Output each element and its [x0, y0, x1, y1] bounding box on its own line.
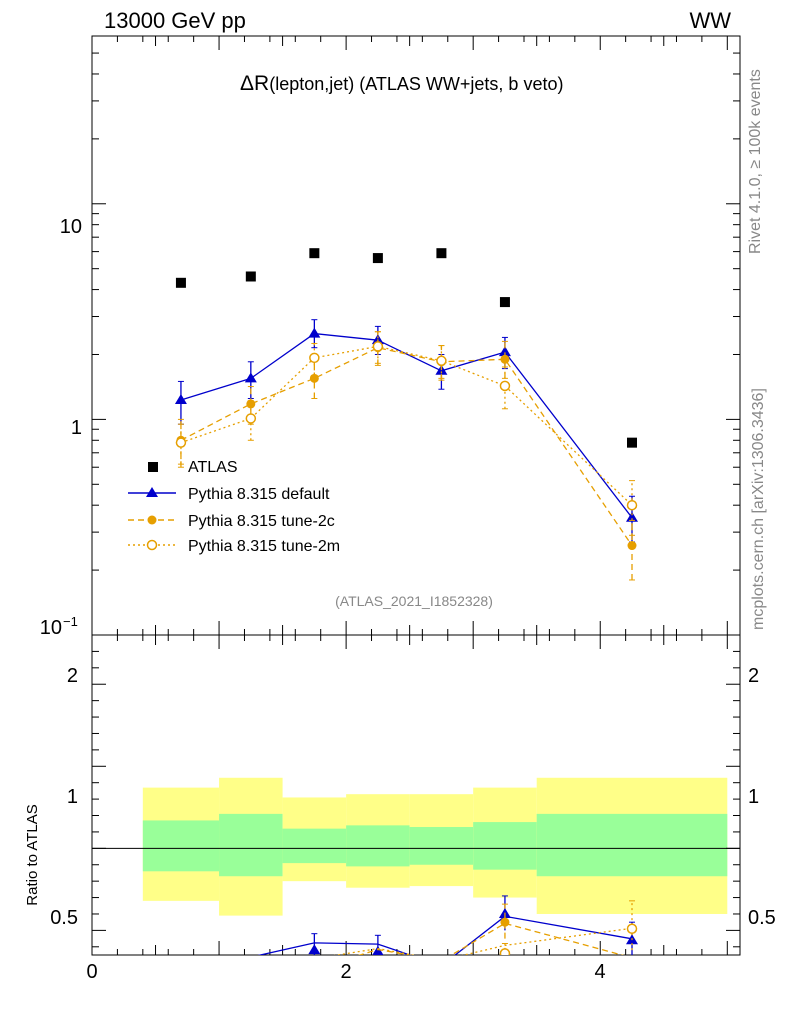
default-ratio-point: [308, 944, 321, 955]
default-point: [244, 372, 257, 383]
atlas-point: [499, 297, 510, 308]
tune2m-point: [175, 437, 187, 448]
default-point: [371, 334, 384, 345]
header-right: WW: [689, 8, 731, 33]
legend-label-tune2m: Pythia 8.315 tune-2m: [188, 538, 340, 555]
ratio-band-inner: [346, 825, 410, 867]
rivet-label: Rivet 4.1.0, ≥ 100k events: [747, 69, 764, 254]
y-tick-label-min-base: 10: [40, 617, 62, 639]
y-tick-label-min: 10: [40, 617, 62, 639]
legend-marker-tune2m: [146, 539, 158, 551]
atlas-point: [309, 248, 320, 259]
default-point: [174, 394, 187, 405]
x-tick-label-4: 4: [594, 961, 605, 983]
ratio-tick-05-right: 0.5: [748, 907, 776, 929]
axis-ticks: [91, 35, 740, 955]
tune2m-point: [436, 355, 447, 367]
atlas-point: [372, 253, 383, 264]
x-tick-label-0: 0: [86, 961, 97, 983]
tune2c-ratio-line: [357, 922, 625, 955]
tune2m-point: [309, 352, 320, 364]
ratio-band-inner: [219, 813, 283, 877]
atlas-point: [175, 277, 186, 288]
ratio-tick-2-left: 2: [67, 665, 78, 687]
atlas-point: [436, 248, 447, 259]
default-ratio-line: [257, 915, 633, 955]
tune2c-point: [627, 541, 637, 551]
legend-label-default: Pythia 8.315 default: [188, 486, 330, 503]
tune2c-point: [309, 373, 319, 383]
plot-title-main: ΔR: [240, 72, 269, 95]
legend-marker-tune2c: [147, 515, 157, 525]
default-point: [498, 346, 511, 357]
tune2m-point: [626, 499, 638, 511]
tune2m-ratio-point: [626, 923, 638, 934]
tune2c-ratio-point: [500, 917, 510, 927]
y-tick-label-min-exp: −1: [63, 614, 78, 629]
ratio-band-inner: [282, 828, 347, 864]
legend-label-tune2c: Pythia 8.315 tune-2c: [188, 513, 335, 530]
legend: ATLAS Pythia 8.315 default Pythia 8.315 …: [128, 459, 340, 555]
y-tick-label-10: 10: [60, 216, 82, 238]
plot-title-sub: (lepton,jet) (ATLAS WW+jets, b veto): [269, 74, 563, 94]
analysis-id: (ATLAS_2021_I1852328): [335, 593, 493, 609]
ratio-plot-frame: [91, 634, 741, 956]
ratio-tick-2-right: 2: [748, 665, 759, 687]
header-left: 13000 GeV pp: [104, 8, 246, 33]
tune2m-line: [180, 345, 633, 506]
ratio-band-inner: [142, 820, 220, 872]
x-tick-label-2: 2: [340, 961, 351, 983]
ratio-bands: [142, 777, 728, 916]
ratio-tick-1-left: 1: [67, 786, 78, 808]
tune2m-ratio-point: [499, 948, 511, 955]
legend-label-atlas: ATLAS: [188, 459, 238, 476]
ratio-band-inner: [473, 822, 537, 870]
default-point: [308, 327, 321, 338]
y-tick-label-1: 1: [71, 417, 82, 439]
ratio-marks: [257, 895, 638, 955]
plot-frames: [91, 35, 741, 956]
ratio-band-inner: [409, 827, 474, 865]
tune2m-ratio-line: [333, 927, 633, 955]
ratio-tick-1-right: 1: [748, 786, 759, 808]
tune2m-point: [499, 380, 511, 392]
data-marks: [174, 248, 638, 955]
legend-marker-atlas: [148, 462, 158, 472]
mcplots-label: mcplots.cern.ch [arXiv:1306.3436]: [750, 388, 767, 630]
atlas-point: [627, 437, 637, 448]
tune2m-point: [245, 413, 257, 424]
tune2m-point: [372, 341, 384, 352]
atlas-point: [245, 271, 256, 282]
ratio-band-inner: [536, 813, 728, 877]
default-ratio-point: [372, 945, 384, 955]
tune2c-point: [500, 354, 510, 364]
ratio-ylabel: Ratio to ATLAS: [24, 804, 41, 905]
ratio-tick-05-left: 0.5: [50, 907, 78, 929]
plot-title: ΔR(lepton,jet) (ATLAS WW+jets, b veto): [240, 72, 563, 95]
legend-marker-default: [146, 487, 158, 497]
default-point: [626, 511, 638, 522]
